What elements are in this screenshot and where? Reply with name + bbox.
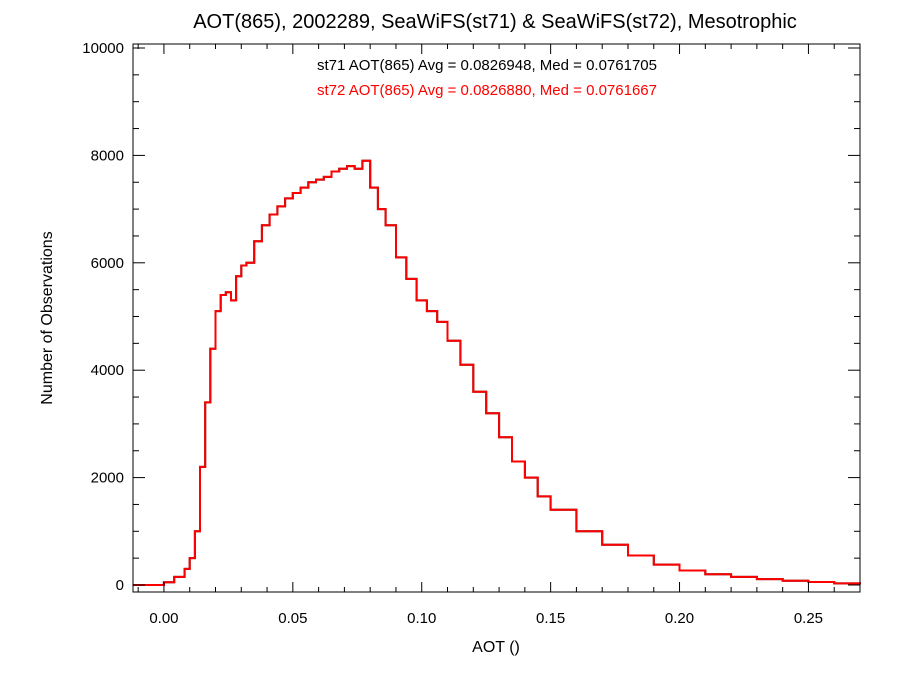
y-tick-label: 6000: [91, 255, 124, 272]
x-tick-label: 0.05: [278, 610, 307, 627]
x-tick-label: 0.00: [149, 610, 178, 627]
x-tick-label: 0.25: [794, 610, 823, 627]
y-tick-label: 8000: [91, 147, 124, 164]
x-tick-label: 0.15: [536, 610, 565, 627]
y-tick-label: 4000: [91, 362, 124, 379]
y-tick-label: 2000: [91, 470, 124, 487]
annotation-st72: st72 AOT(865) Avg = 0.0826880, Med = 0.0…: [317, 82, 657, 99]
series-layer: [133, 159, 861, 586]
plot-frame: [132, 43, 861, 593]
x-tick-label: 0.20: [665, 610, 694, 627]
y-axis-label: Number of Observations: [39, 231, 56, 404]
x-tick-label: 0.10: [407, 610, 436, 627]
annotation-st71: st71 AOT(865) Avg = 0.0826948, Med = 0.0…: [317, 57, 657, 74]
series-line-st71: [133, 159, 861, 586]
y-axis: 0 2000 4000 6000 8000 10000: [82, 40, 860, 594]
y-tick-label: 10000: [82, 40, 124, 57]
chart-title: AOT(865), 2002289, SeaWiFS(st71) & SeaWi…: [193, 11, 797, 33]
x-axis: 0.00 0.05 0.10 0.15 0.20 0.25: [137, 44, 861, 627]
series-line-st72: [133, 159, 861, 586]
y-tick-label: 0: [116, 577, 124, 594]
stats-annotations: st71 AOT(865) Avg = 0.0826948, Med = 0.0…: [317, 57, 657, 99]
x-axis-label: AOT (): [472, 639, 520, 656]
